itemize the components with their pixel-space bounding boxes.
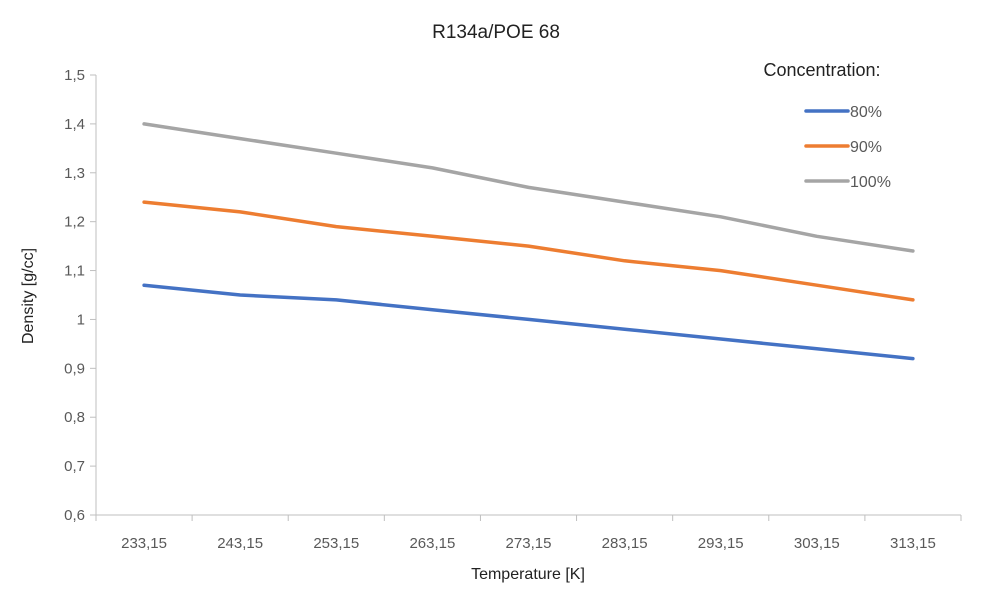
y-tick-label: 0,8 — [64, 409, 85, 426]
y-axis: 0,6 0,7 0,8 0,9 1 1,1 1,2 1,3 1,4 1,5 — [64, 67, 96, 524]
legend-label: 90% — [850, 139, 882, 156]
x-tick-label: 293,15 — [698, 535, 744, 552]
x-tick-label: 273,15 — [506, 535, 552, 552]
series-line-90-percent — [144, 202, 913, 300]
y-tick-label: 1,3 — [64, 165, 85, 182]
y-tick-label: 0,9 — [64, 360, 85, 377]
x-axis: 233,15 243,15 253,15 263,15 273,15 283,15 293,… — [96, 515, 961, 552]
series-line-80-percent — [144, 285, 913, 358]
y-tick-label: 1,5 — [64, 67, 85, 84]
x-tick-label: 313,15 — [890, 535, 936, 552]
x-tick-label: 303,15 — [794, 535, 840, 552]
x-tick-label: 233,15 — [121, 535, 167, 552]
x-tick-label: 263,15 — [409, 535, 455, 552]
x-tick-label: 253,15 — [313, 535, 359, 552]
chart-title: R134a/POE 68 — [432, 22, 560, 43]
legend-label: 100% — [850, 174, 891, 191]
legend-label: 80% — [850, 104, 882, 121]
legend-title: Concentration: — [763, 60, 880, 80]
y-tick-label: 0,6 — [64, 507, 85, 524]
y-tick-label: 1,2 — [64, 214, 85, 231]
x-tick-label: 243,15 — [217, 535, 263, 552]
y-tick-label: 0,7 — [64, 458, 85, 475]
x-axis-label: Temperature [K] — [471, 566, 585, 583]
y-tick-label: 1,1 — [64, 263, 85, 280]
y-axis-label: Density [g/cc] — [20, 248, 37, 344]
legend: 80% 90% 100% — [806, 104, 891, 191]
x-tick-label: 283,15 — [602, 535, 648, 552]
y-tick-label: 1,4 — [64, 116, 85, 133]
y-tick-label: 1 — [77, 311, 85, 328]
plot-area — [144, 124, 913, 359]
